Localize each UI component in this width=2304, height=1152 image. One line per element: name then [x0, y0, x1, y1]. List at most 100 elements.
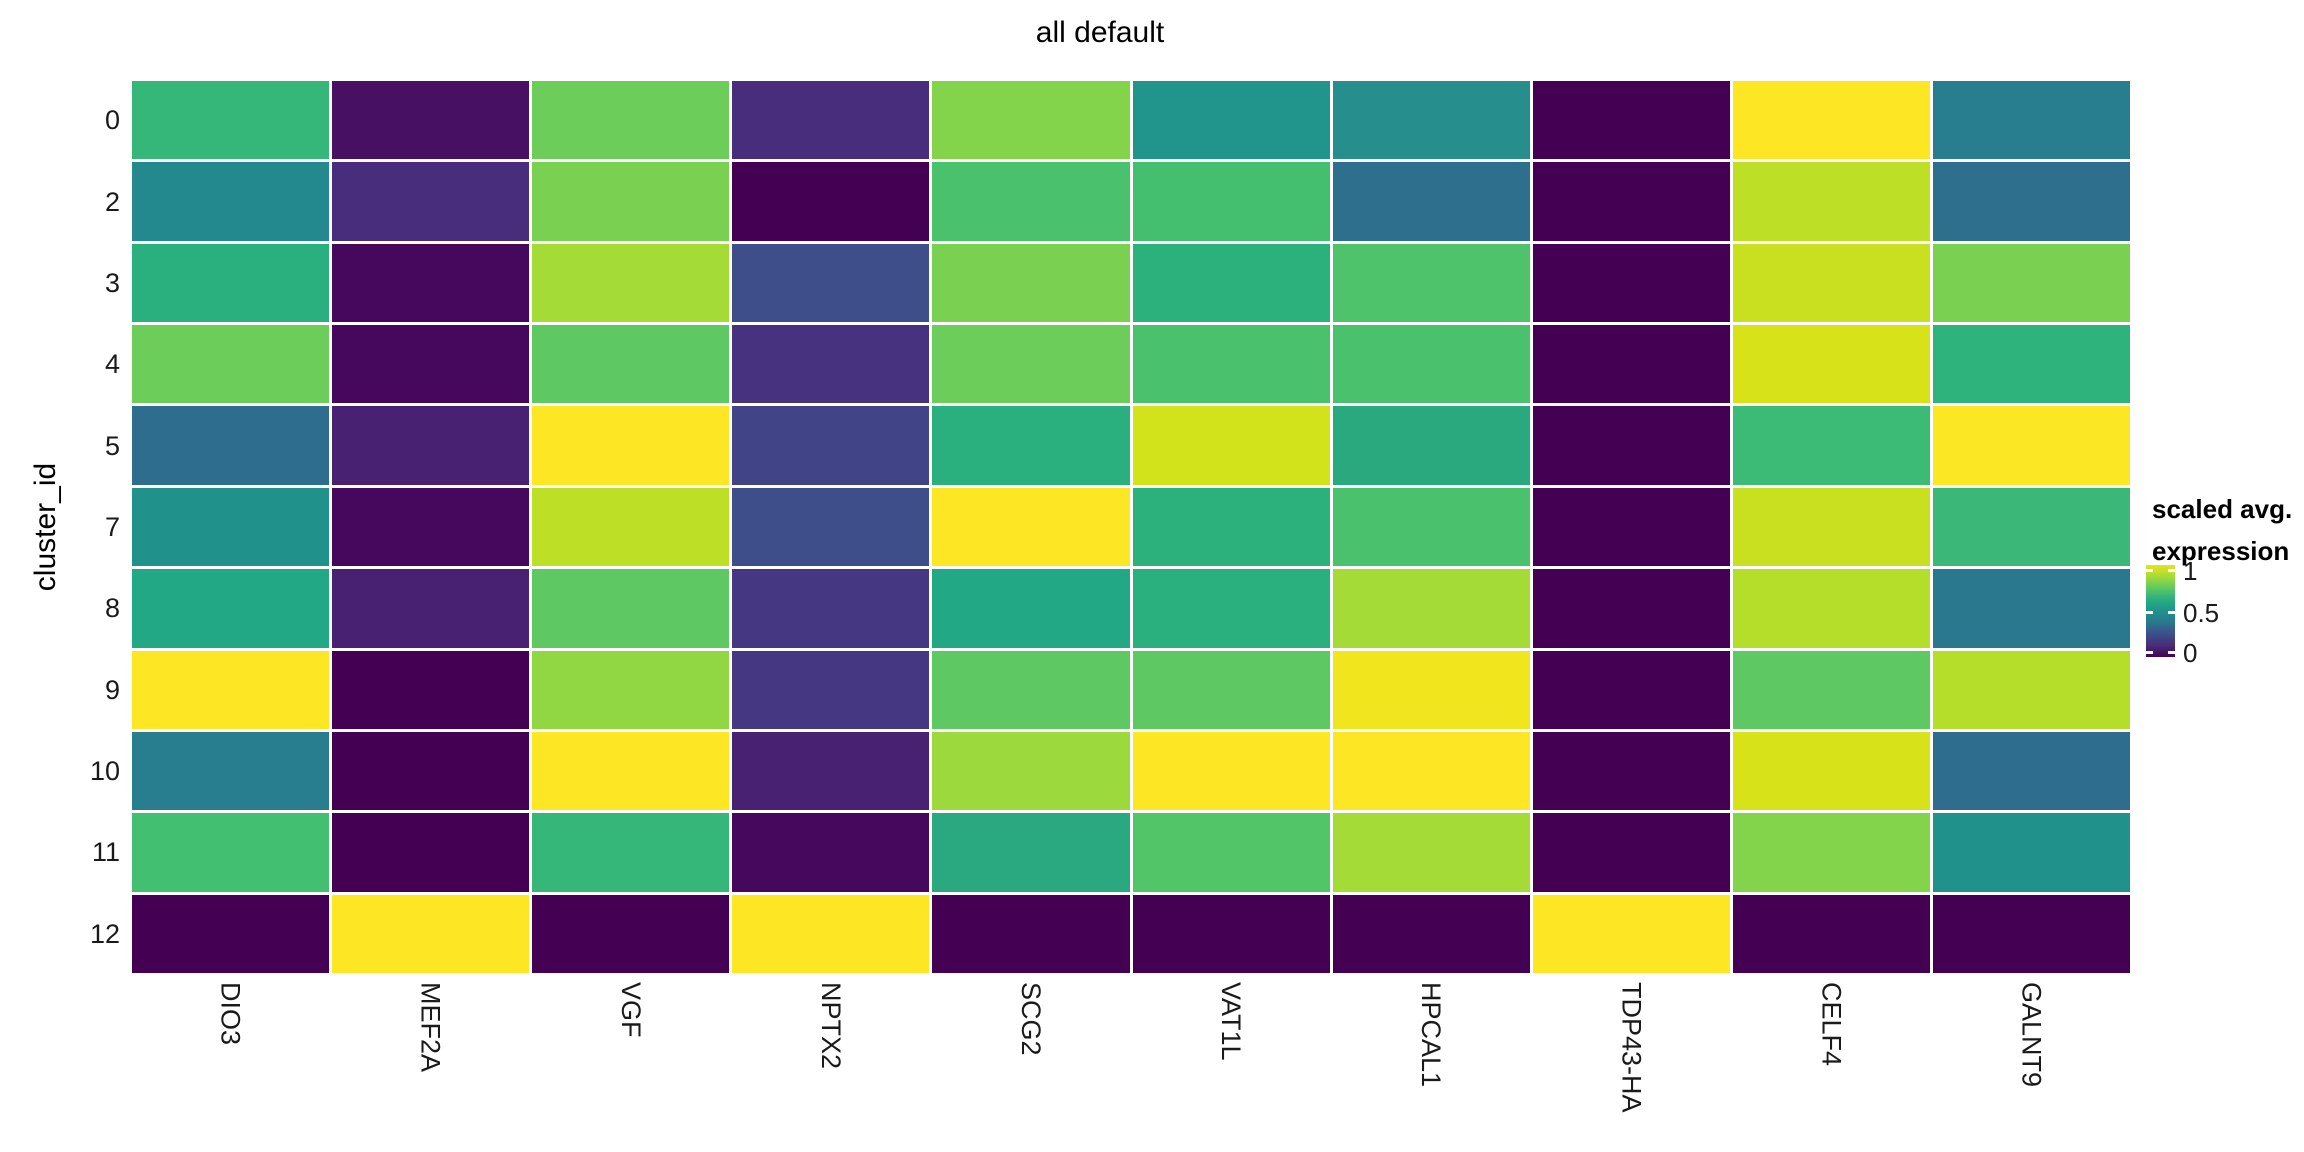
heatmap-cell-10-SCG2	[932, 731, 1130, 811]
heatmap-cell-10-NPTX2	[732, 731, 930, 811]
heatmap-cell-2-NPTX2	[732, 162, 930, 241]
heatmap-cell-12-DIO3	[132, 894, 330, 973]
heatmap-cell-3-HPCAL1	[1332, 243, 1530, 323]
heatmap-cell-5-GALNT9	[1932, 406, 2130, 485]
y-tick-label-2: 2	[104, 186, 120, 217]
heatmap-cell-7-HPCAL1	[1332, 487, 1530, 567]
heatmap-cell-4-GALNT9	[1932, 325, 2130, 404]
heatmap-cell-0-DIO3	[132, 81, 330, 160]
heatmap-cell-2-HPCAL1	[1332, 162, 1530, 241]
heatmap-cell-12-TDP43-HA	[1532, 894, 1730, 973]
heatmap-cell-7-GALNT9	[1932, 487, 2130, 567]
heatmap-cell-0-TDP43-HA	[1532, 81, 1730, 160]
heatmap-cell-4-VGF	[532, 325, 730, 404]
heatmap-cell-11-GALNT9	[1932, 813, 2130, 892]
heatmap-cell-5-MEF2A	[332, 406, 530, 485]
heatmap-cell-10-TDP43-HA	[1532, 731, 1730, 811]
heatmap-cell-9-NPTX2	[732, 650, 930, 729]
heatmap-cell-4-SCG2	[932, 325, 1130, 404]
heatmap-cell-12-HPCAL1	[1332, 894, 1530, 973]
heatmap-cell-4-MEF2A	[332, 325, 530, 404]
heatmap-cell-11-VGF	[532, 813, 730, 892]
heatmap-cell-7-VGF	[532, 487, 730, 567]
heatmap-cell-0-CELF4	[1732, 81, 1930, 160]
heatmap-cell-3-MEF2A	[332, 243, 530, 323]
heatmap-cell-11-MEF2A	[332, 813, 530, 892]
heatmap-cell-10-CELF4	[1732, 731, 1930, 811]
x-tick-label-HPCAL1: HPCAL1	[1416, 982, 1447, 1088]
heatmap-cell-7-DIO3	[132, 487, 330, 567]
heatmap-cell-4-VAT1L	[1132, 325, 1330, 404]
x-tick-label-SCG2: SCG2	[1015, 982, 1046, 1056]
heatmap-cell-0-HPCAL1	[1332, 81, 1530, 160]
y-tick-label-3: 3	[104, 267, 120, 298]
y-tick-label-12: 12	[89, 918, 120, 949]
heatmap-cell-11-VAT1L	[1132, 813, 1330, 892]
heatmap-cell-11-DIO3	[132, 813, 330, 892]
heatmap-cell-4-TDP43-HA	[1532, 325, 1730, 404]
legend-title-line: scaled avg.	[2152, 494, 2293, 524]
heatmap-cell-10-VAT1L	[1132, 731, 1330, 811]
heatmap-cell-9-DIO3	[132, 650, 330, 729]
heatmap-cell-12-CELF4	[1732, 894, 1930, 973]
heatmap-cell-8-HPCAL1	[1332, 569, 1530, 648]
x-tick-label-DIO3: DIO3	[215, 982, 246, 1046]
heatmap-cell-2-CELF4	[1732, 162, 1930, 241]
heatmap-cell-8-SCG2	[932, 569, 1130, 648]
heatmap-cell-8-DIO3	[132, 569, 330, 648]
heatmap-cell-2-MEF2A	[332, 162, 530, 241]
heatmap-cell-12-MEF2A	[332, 894, 530, 973]
y-tick-label-4: 4	[104, 349, 120, 380]
heatmap-cell-12-VAT1L	[1132, 894, 1330, 973]
plot-title: all default	[1035, 16, 1165, 49]
heatmap-cell-3-VAT1L	[1132, 243, 1330, 323]
heatmap-cell-0-GALNT9	[1932, 81, 2130, 160]
heatmap-cell-9-VAT1L	[1132, 650, 1330, 729]
colorbar-tick-mark	[2168, 569, 2175, 572]
heatmap-cell-12-NPTX2	[732, 894, 930, 973]
heatmap-cell-3-VGF	[532, 243, 730, 323]
colorbar-tick-mark	[2168, 611, 2175, 614]
heatmap-cell-9-TDP43-HA	[1532, 650, 1730, 729]
heatmap-cell-9-SCG2	[932, 650, 1130, 729]
heatmap-cell-12-VGF	[532, 894, 730, 973]
heatmap-cell-2-SCG2	[932, 162, 1130, 241]
heatmap-cell-3-TDP43-HA	[1532, 243, 1730, 323]
heatmap-cell-11-SCG2	[932, 813, 1130, 892]
heatmap-cell-2-GALNT9	[1932, 162, 2130, 241]
heatmap-cell-10-DIO3	[132, 731, 330, 811]
x-tick-label-CELF4: CELF4	[1816, 982, 1847, 1067]
x-tick-label-VAT1L: VAT1L	[1216, 982, 1247, 1061]
heatmap-cell-3-SCG2	[932, 243, 1130, 323]
heatmap-cell-10-GALNT9	[1932, 731, 2130, 811]
y-tick-label-10: 10	[89, 756, 120, 787]
heatmap-cell-9-CELF4	[1732, 650, 1930, 729]
heatmap-cell-0-VAT1L	[1132, 81, 1330, 160]
y-tick-label-5: 5	[104, 430, 120, 461]
x-tick-label-VGF: VGF	[615, 982, 646, 1038]
y-tick-label-8: 8	[104, 593, 120, 624]
colorbar-tick-label-1: 1	[2183, 556, 2198, 586]
heatmap-cell-11-NPTX2	[732, 813, 930, 892]
heatmap-cell-0-VGF	[532, 81, 730, 160]
heatmap-cell-3-GALNT9	[1932, 243, 2130, 323]
colorbar-tick-label-0.5: 0.5	[2183, 598, 2220, 628]
heatmap-cell-5-SCG2	[932, 406, 1130, 485]
heatmap-cell-8-VGF	[532, 569, 730, 648]
heatmap-cell-11-CELF4	[1732, 813, 1930, 892]
heatmap-cell-8-TDP43-HA	[1532, 569, 1730, 648]
heatmap-cell-7-CELF4	[1732, 487, 1930, 567]
heatmap-cell-2-VGF	[532, 162, 730, 241]
heatmap-cell-7-MEF2A	[332, 487, 530, 567]
heatmap-cell-3-DIO3	[132, 243, 330, 323]
heatmap-cell-10-VGF	[532, 731, 730, 811]
heatmap-cell-9-HPCAL1	[1332, 650, 1530, 729]
legend-title: scaled avg. expression	[2152, 488, 2292, 572]
y-tick-label-7: 7	[104, 512, 120, 542]
heatmap-cell-8-CELF4	[1732, 569, 1930, 648]
heatmap-cell-2-VAT1L	[1132, 162, 1330, 241]
heatmap-cell-10-MEF2A	[332, 731, 530, 811]
heatmap-cell-9-GALNT9	[1932, 650, 2130, 729]
heatmap-cell-0-MEF2A	[332, 81, 530, 160]
heatmap-cell-12-GALNT9	[1932, 894, 2130, 973]
